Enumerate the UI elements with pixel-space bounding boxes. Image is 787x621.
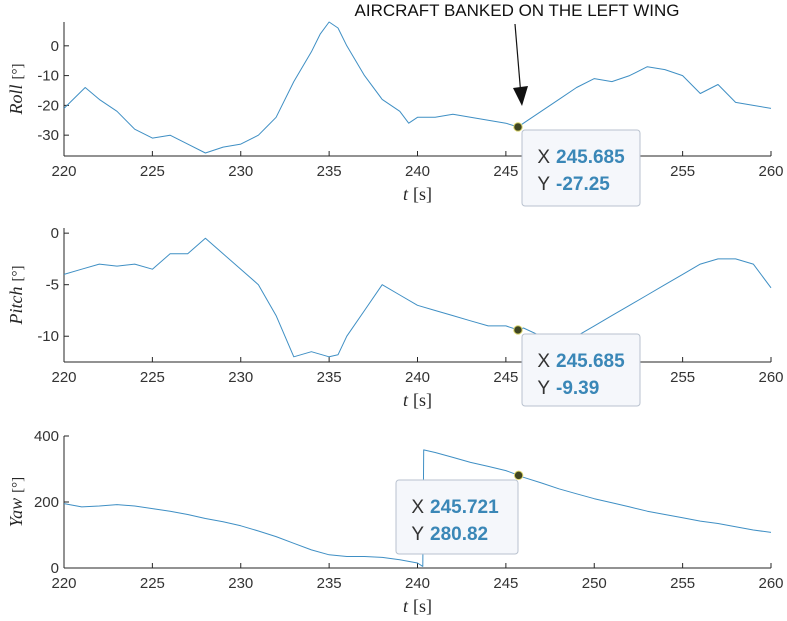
pitch-x-tick-label: 240 — [405, 369, 430, 386]
yaw-datatip-x-key: X — [411, 497, 424, 518]
yaw-x-tick-label: 245 — [493, 575, 518, 592]
yaw-datatip-x-value: 245.721 — [430, 497, 499, 518]
pitch-y-tick-label: -5 — [46, 277, 59, 294]
roll-y-label: Roll [°] — [6, 64, 26, 116]
yaw-y-label: Yaw [°] — [6, 477, 26, 527]
pitch-datatip-y-value: -9.39 — [556, 378, 599, 399]
pitch-x-tick-label: 235 — [317, 369, 342, 386]
pitch-datatip-y-key: Y — [537, 378, 550, 399]
roll-y-tick-label: -20 — [37, 97, 59, 114]
pitch-x-tick-label: 260 — [758, 369, 783, 386]
roll-x-tick-label: 260 — [758, 163, 783, 180]
pitch-x-tick-label: 225 — [140, 369, 165, 386]
roll-series-line — [63, 21, 772, 154]
pitch-x-tick-label: 220 — [51, 369, 76, 386]
yaw-x-tick-label: 260 — [758, 575, 783, 592]
yaw-datatip-y-key: Y — [411, 524, 424, 545]
yaw-y-tick-label: 200 — [34, 494, 59, 511]
roll-x-tick-label: 235 — [317, 163, 342, 180]
pitch-x-tick-label: 245 — [493, 369, 518, 386]
yaw-x-label-unit: [s] — [413, 596, 432, 616]
roll-x-label: t [s] — [403, 184, 432, 204]
roll-datatip-box — [521, 129, 641, 207]
yaw-y-tick-label: 400 — [34, 428, 59, 445]
roll-datatip-x-value: 245.685 — [556, 147, 625, 168]
pitch-datatip-x-value: 245.685 — [556, 351, 625, 372]
roll-datatip-y-value: -27.25 — [556, 174, 610, 195]
pitch-y-label-name: Pitch — [6, 287, 26, 326]
pitch-x-tick-label: 230 — [228, 369, 253, 386]
roll-x-tick-label: 240 — [405, 163, 430, 180]
pitch-datatip-x-key: X — [537, 351, 550, 372]
annotation-text: AIRCRAFT BANKED ON THE LEFT WING — [355, 1, 680, 20]
yaw-x-label-symbol: t — [403, 596, 409, 616]
roll-y-tick-label: 0 — [51, 38, 59, 55]
pitch-datatip[interactable]: X 245.685 Y -9.39 — [521, 333, 641, 407]
roll-x-label-symbol: t — [403, 184, 409, 204]
pitch-x-label-unit: [s] — [413, 390, 432, 410]
pitch-y-label-unit: [°] — [10, 266, 26, 282]
pitch-x-tick-label: 255 — [670, 369, 695, 386]
yaw-x-tick-label: 225 — [140, 575, 165, 592]
pitch-y-label: Pitch [°] — [6, 266, 26, 326]
roll-datatip-y-key: Y — [537, 174, 550, 195]
yaw-y-label-name: Yaw — [6, 498, 26, 527]
yaw-datatip-box — [395, 479, 519, 555]
yaw-x-tick-label: 230 — [228, 575, 253, 592]
roll-datatip-marker[interactable] — [513, 122, 523, 132]
roll-datatip[interactable]: X 245.685 Y -27.25 — [521, 129, 641, 207]
yaw-x-tick-label: 250 — [582, 575, 607, 592]
roll-subplot: 220225230235240245250255260-30-20-100t[s… — [6, 21, 784, 207]
pitch-datatip-marker[interactable] — [513, 325, 523, 335]
roll-y-label-unit: [°] — [10, 64, 26, 80]
roll-x-tick-label: 245 — [493, 163, 518, 180]
yaw-datatip[interactable]: X 245.721 Y 280.82 — [395, 479, 519, 555]
roll-x-label-unit: [s] — [413, 184, 432, 204]
yaw-y-label-unit: [°] — [10, 477, 26, 493]
yaw-datatip-marker[interactable] — [513, 470, 524, 481]
roll-x-tick-label: 225 — [140, 163, 165, 180]
yaw-x-tick-label: 220 — [51, 575, 76, 592]
pitch-series-line — [63, 237, 772, 358]
yaw-datatip-y-value: 280.82 — [430, 524, 488, 545]
roll-y-tick-label: -10 — [37, 68, 59, 85]
pitch-x-label-symbol: t — [403, 390, 409, 410]
roll-x-tick-label: 220 — [51, 163, 76, 180]
roll-datatip-x-key: X — [537, 147, 550, 168]
yaw-x-tick-label: 240 — [405, 575, 430, 592]
pitch-x-label: t [s] — [403, 390, 432, 410]
pitch-y-tick-label: 0 — [51, 225, 59, 242]
roll-x-tick-label: 255 — [670, 163, 695, 180]
pitch-datatip-box — [521, 333, 641, 407]
yaw-x-tick-label: 235 — [317, 575, 342, 592]
roll-y-tick-label: -30 — [37, 127, 59, 144]
roll-x-tick-label: 230 — [228, 163, 253, 180]
yaw-x-label: t [s] — [403, 596, 432, 616]
pitch-y-tick-label: -10 — [37, 328, 59, 345]
yaw-x-tick-label: 255 — [670, 575, 695, 592]
annotation-arrow — [513, 23, 528, 106]
yaw-y-tick-label: 0 — [51, 560, 59, 577]
pitch-subplot: 220225230235240245250255260-10-50t[s]Pit… — [6, 225, 784, 410]
roll-y-label-name: Roll — [6, 85, 26, 116]
yaw-subplot: 220 225 230 235 240 245 250 255 260 0 200 400 t [s] Ya… — [6, 428, 784, 616]
